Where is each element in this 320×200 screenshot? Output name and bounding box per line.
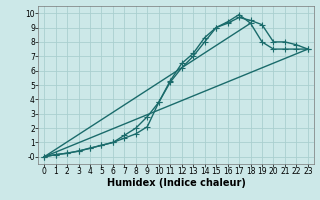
X-axis label: Humidex (Indice chaleur): Humidex (Indice chaleur)	[107, 178, 245, 188]
